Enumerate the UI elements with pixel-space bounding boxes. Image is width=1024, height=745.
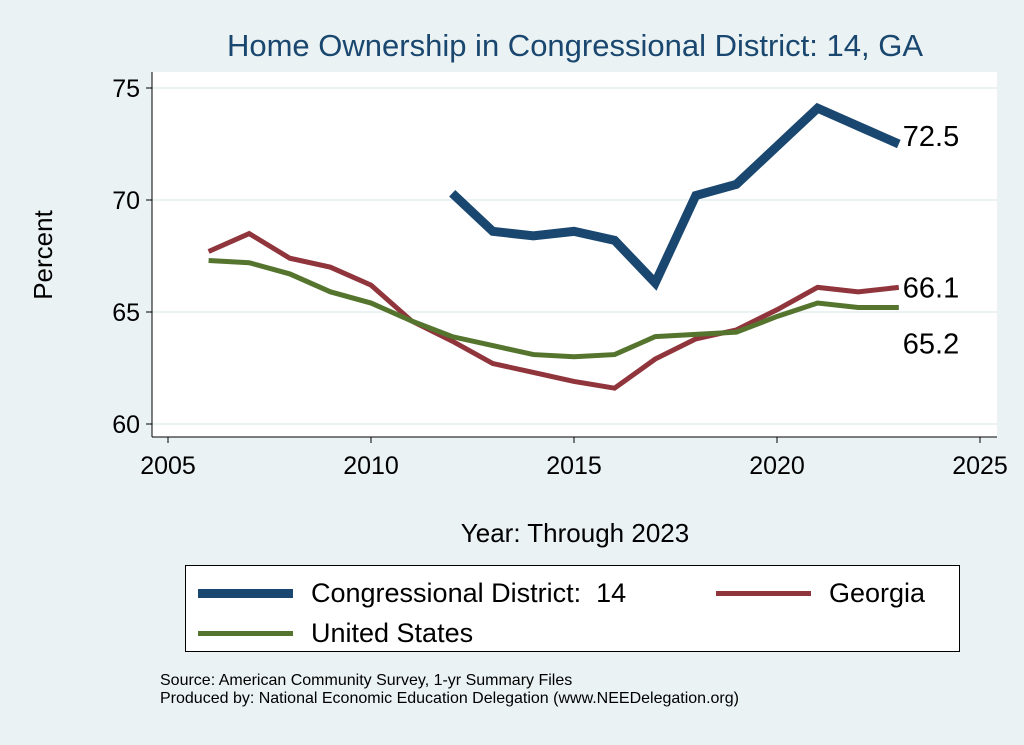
plot-background — [152, 72, 997, 437]
end-label: 66.1 — [903, 272, 959, 304]
legend-swatch — [198, 631, 293, 636]
legend-item-georgia: Georgia — [716, 578, 925, 609]
x-tick-label: 2005 — [140, 452, 196, 480]
source-note: Source: American Community Survey, 1-yr … — [160, 672, 739, 708]
y-tick-label: 75 — [112, 75, 140, 103]
end-label: 65.2 — [903, 329, 959, 361]
producer-line: Produced by: National Economic Education… — [160, 690, 739, 707]
x-tick-label: 2020 — [749, 452, 805, 480]
x-tick-label: 2025 — [952, 452, 1008, 480]
legend-item-district: Congressional District: 14 — [198, 578, 626, 609]
legend-label: Congressional District: 14 — [311, 578, 627, 608]
series-line-1 — [207, 230, 900, 391]
y-axis-label: Percent — [28, 209, 58, 299]
chart-title: Home Ownership in Congressional District… — [226, 28, 924, 63]
legend-swatch — [198, 589, 293, 598]
x-tick-label: 2015 — [546, 452, 602, 480]
y-tick-label: 70 — [112, 187, 140, 215]
source-line: Source: American Community Survey, 1-yr … — [160, 672, 573, 689]
series-line-2 — [208, 257, 899, 360]
end-label: 72.5 — [903, 121, 959, 153]
x-tick-label: 2010 — [343, 452, 399, 480]
y-tick-label: 60 — [112, 411, 140, 439]
series-line-0 — [449, 102, 901, 291]
legend-swatch — [716, 591, 811, 596]
legend-label: Georgia — [829, 578, 926, 608]
x-axis-label: Year: Through 2023 — [461, 518, 689, 548]
legend: Congressional District: 14 Georgia Unite… — [185, 565, 960, 652]
y-tick-label: 65 — [112, 299, 140, 327]
legend-label: United States — [311, 618, 474, 648]
legend-item-us: United States — [198, 618, 473, 649]
